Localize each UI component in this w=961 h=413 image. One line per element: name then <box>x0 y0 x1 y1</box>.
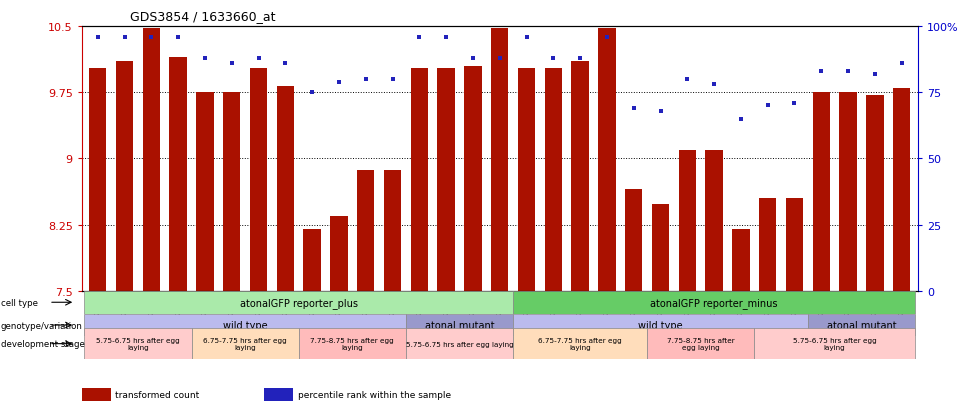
Point <box>760 103 776 109</box>
Text: wild type: wild type <box>223 320 267 330</box>
Point <box>197 55 212 62</box>
Bar <box>518 69 535 291</box>
Text: atonal mutant: atonal mutant <box>425 320 494 330</box>
Point <box>706 82 722 88</box>
Bar <box>223 93 240 291</box>
Bar <box>813 93 830 291</box>
Point <box>144 34 160 41</box>
Text: percentile rank within the sample: percentile rank within the sample <box>298 390 451 399</box>
Bar <box>299 328 406 359</box>
Text: 5.75-6.75 hrs after egg laying: 5.75-6.75 hrs after egg laying <box>406 341 513 347</box>
Text: 5.75-6.75 hrs after egg
laying: 5.75-6.75 hrs after egg laying <box>793 337 876 350</box>
Text: atonalGFP reporter_plus: atonalGFP reporter_plus <box>239 297 357 308</box>
Bar <box>513 314 808 337</box>
Bar <box>786 199 803 291</box>
Point <box>332 79 347 85</box>
Bar <box>545 69 562 291</box>
Bar <box>191 328 299 359</box>
Text: 7.75-8.75 hrs after egg
laying: 7.75-8.75 hrs after egg laying <box>310 337 394 350</box>
Point <box>117 34 133 41</box>
Bar <box>513 328 647 359</box>
Bar <box>437 69 455 291</box>
Point <box>278 61 293 67</box>
Bar <box>572 62 589 291</box>
Bar <box>383 171 402 291</box>
Point <box>600 34 615 41</box>
Point <box>840 69 855 75</box>
Point <box>546 55 561 62</box>
Bar <box>625 190 642 291</box>
Point <box>438 34 454 41</box>
Point <box>170 34 185 41</box>
Bar <box>705 150 723 291</box>
Point <box>733 116 749 123</box>
Bar <box>406 328 513 359</box>
Bar <box>331 216 348 291</box>
Bar <box>196 93 213 291</box>
Point <box>814 69 829 75</box>
Point <box>867 71 882 78</box>
Point <box>679 76 695 83</box>
Bar <box>678 150 696 291</box>
Bar <box>839 93 857 291</box>
Bar <box>410 69 428 291</box>
Bar <box>732 230 750 291</box>
Bar <box>652 205 669 291</box>
Bar <box>116 62 134 291</box>
Bar <box>513 291 915 314</box>
Text: atonal mutant: atonal mutant <box>826 320 897 330</box>
Text: transformed count: transformed count <box>115 390 200 399</box>
Text: development stage: development stage <box>1 339 85 348</box>
Point <box>519 34 534 41</box>
Point <box>224 61 239 67</box>
Bar <box>866 95 883 291</box>
Text: 6.75-7.75 hrs after egg
laying: 6.75-7.75 hrs after egg laying <box>538 337 622 350</box>
Point <box>894 61 909 67</box>
Bar <box>85 314 406 337</box>
Bar <box>142 28 160 291</box>
Bar <box>277 87 294 291</box>
Point <box>251 55 266 62</box>
Point <box>411 34 427 41</box>
Bar <box>598 28 616 291</box>
Point <box>90 34 106 41</box>
Bar <box>754 328 915 359</box>
Text: wild type: wild type <box>638 320 683 330</box>
Bar <box>169 58 186 291</box>
Bar <box>264 388 293 401</box>
Text: GDS3854 / 1633660_at: GDS3854 / 1633660_at <box>130 10 275 23</box>
Bar <box>406 314 513 337</box>
Point <box>465 55 480 62</box>
Bar <box>893 88 910 291</box>
Text: genotype/variation: genotype/variation <box>1 321 83 330</box>
Point <box>626 105 641 112</box>
Bar <box>759 199 776 291</box>
Text: cell type: cell type <box>1 298 38 307</box>
Bar <box>808 314 915 337</box>
Bar <box>647 328 754 359</box>
Point <box>358 76 374 83</box>
Text: 5.75-6.75 hrs after egg
laying: 5.75-6.75 hrs after egg laying <box>96 337 180 350</box>
Bar <box>85 291 513 314</box>
Point <box>653 108 668 115</box>
Text: 7.75-8.75 hrs after
egg laying: 7.75-8.75 hrs after egg laying <box>667 337 734 350</box>
Bar <box>89 69 107 291</box>
Point <box>305 90 320 96</box>
Point <box>384 76 400 83</box>
Text: 6.75-7.75 hrs after egg
laying: 6.75-7.75 hrs after egg laying <box>204 337 287 350</box>
Bar <box>357 171 375 291</box>
Bar <box>304 230 321 291</box>
Bar <box>464 66 481 291</box>
Text: atonalGFP reporter_minus: atonalGFP reporter_minus <box>651 297 777 308</box>
Bar <box>85 328 191 359</box>
Bar <box>491 28 508 291</box>
Bar <box>82 388 111 401</box>
Bar <box>250 69 267 291</box>
Point <box>573 55 588 62</box>
Point <box>492 55 507 62</box>
Point <box>787 100 802 107</box>
